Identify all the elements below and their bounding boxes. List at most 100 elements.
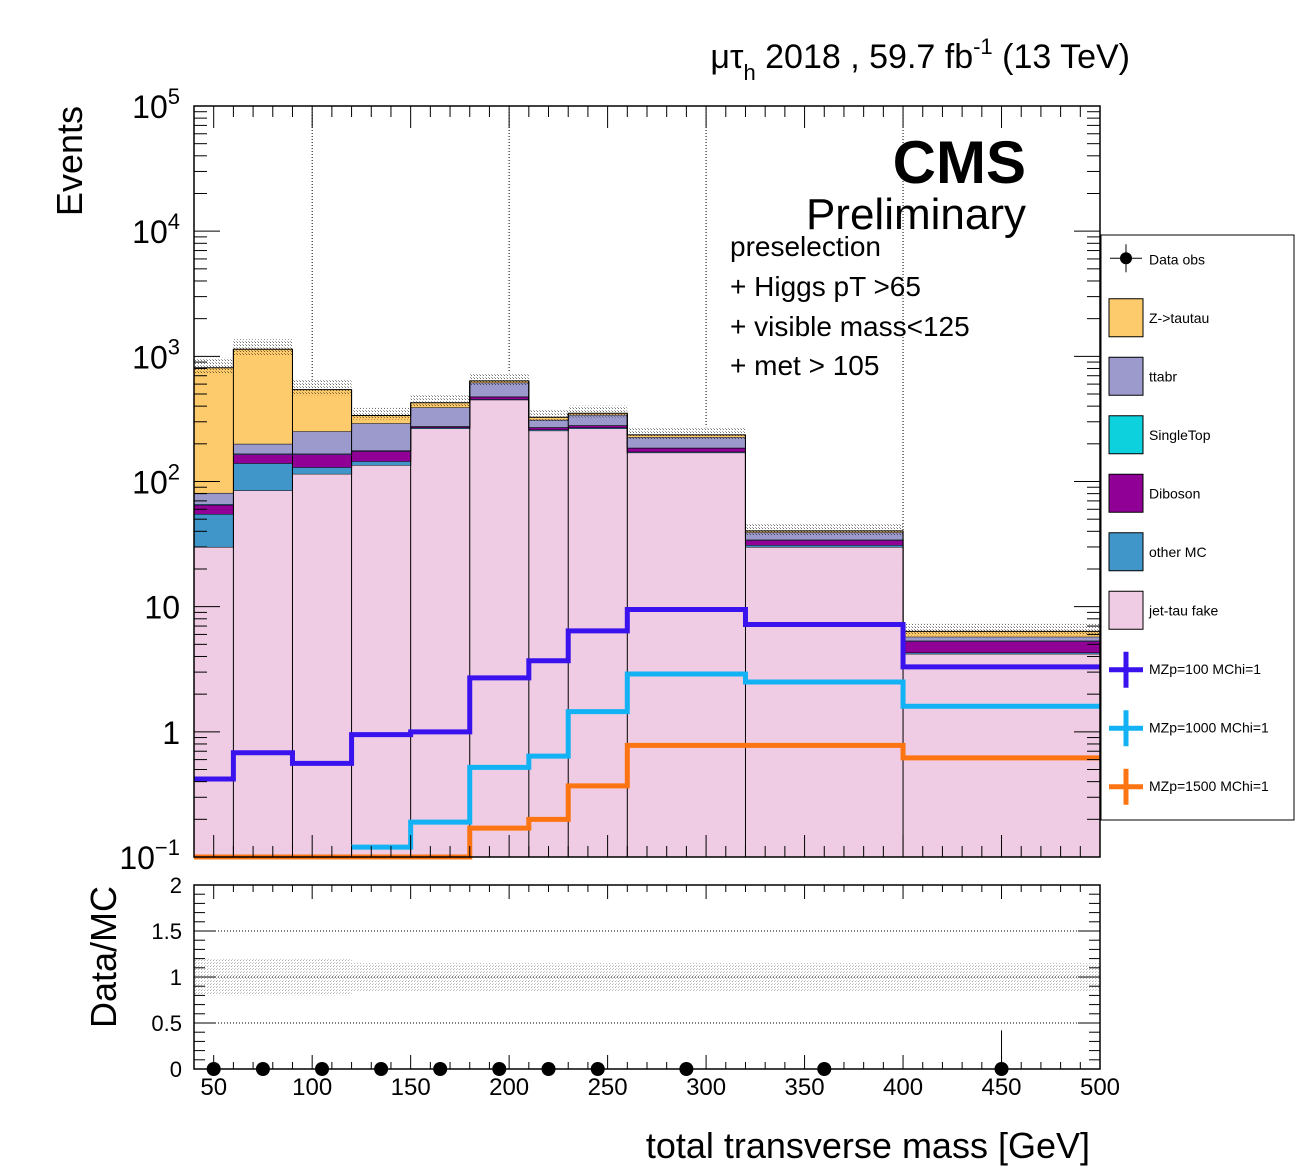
stack-bar: [903, 636, 1100, 641]
y-tick-label-exponent: 3: [168, 334, 180, 359]
mc-uncertainty-band: [410, 395, 470, 407]
y-tick-label-exponent: −1: [155, 835, 180, 860]
ratio-y-tick-label: 0.5: [151, 1011, 182, 1036]
legend-swatch: [1108, 415, 1144, 455]
legend-entry: Z->tautau: [1108, 298, 1209, 338]
y-tick-label-base: 10: [144, 590, 180, 626]
legend-swatch: [1108, 590, 1144, 630]
ratio-uncertainty-band: [351, 963, 411, 991]
mc-uncertainty-band: [194, 357, 234, 374]
stack-bar: [292, 431, 352, 454]
ratio-y-tick-label: 1: [170, 965, 182, 990]
mc-uncertainty-band: [903, 623, 1100, 636]
mc-uncertainty-band: [469, 373, 529, 386]
mc-uncertainty-band: [568, 405, 628, 418]
y-tick-label: 104: [132, 209, 180, 250]
y-tick-label-base: 10: [119, 840, 155, 876]
stack-bar: [745, 545, 904, 547]
signal-line-mzp-1000-mchi-1: [351, 671, 1100, 850]
stack-bar: [469, 396, 529, 400]
x-tick-label: 200: [489, 1074, 529, 1101]
stack-bar: [627, 448, 746, 452]
selection-line-2: + Higgs pT >65: [730, 271, 921, 302]
y-tick-label-base: 1: [162, 715, 180, 751]
legend-entry: other MC: [1108, 532, 1207, 572]
y-tick-label: 103: [132, 334, 180, 375]
stack-bar: [233, 463, 293, 491]
legend-label: ttabr: [1149, 368, 1177, 384]
stack-bar: [568, 425, 628, 428]
stack-bar: [410, 407, 470, 427]
ratio-y-tick-label: 1.5: [151, 919, 182, 944]
stack-bar: [568, 427, 628, 429]
stack-bar: [233, 454, 293, 464]
ratio-uncertainty-band: [292, 958, 352, 996]
x-tick-label: 150: [391, 1074, 431, 1101]
ratio-y-tick-label: 2: [170, 873, 182, 898]
stack-bar: [194, 367, 234, 493]
stack-bar: [745, 540, 904, 546]
stack-bar: [903, 652, 1100, 654]
y-tick-label-base: 10: [132, 339, 168, 375]
cms-label: CMS: [893, 129, 1026, 196]
legend-entry: Diboson: [1108, 473, 1200, 513]
selection-line-3: + visible mass<125: [730, 311, 970, 342]
y-tick-label: 1: [162, 715, 180, 751]
x-tick-label: 500: [1080, 1074, 1120, 1101]
stack-bar: [194, 492, 234, 505]
stack-bar: [194, 504, 234, 514]
stack-bar: [528, 419, 569, 428]
legend-label: jet-tau fake: [1148, 602, 1218, 618]
y-tick-label-exponent: 2: [168, 460, 180, 485]
legend-entry: Data obs: [1110, 244, 1205, 273]
legend-label: Z->tautau: [1149, 310, 1209, 326]
stack-bar: [410, 428, 470, 857]
mc-uncertainty-band: [528, 409, 569, 422]
legend-swatch: [1108, 356, 1144, 396]
x-tick-label: 250: [588, 1074, 628, 1101]
x-tick-label: 100: [292, 1074, 332, 1101]
legend-label: other MC: [1149, 544, 1207, 560]
mc-uncertainty-band: [292, 379, 352, 396]
stack-bar: [194, 546, 234, 857]
signal-line-mzp-100-mchi-1: [194, 606, 1100, 782]
stack-bar: [292, 467, 352, 474]
stack-bar: [903, 641, 1100, 653]
selection-line-4: + met > 105: [730, 350, 879, 381]
header-title: μτh 2018 , 59.7 fb-1 (13 TeV): [710, 34, 1130, 85]
stack-bar: [351, 423, 411, 451]
legend-entry: MZp=1500 MChi=1: [1109, 768, 1269, 805]
legend-swatch: [1108, 298, 1144, 338]
x-tick-label: 350: [785, 1074, 825, 1101]
stack-bar: [292, 454, 352, 468]
stack-bar: [233, 490, 293, 857]
stack-bar: [410, 427, 470, 429]
stack-bar: [351, 451, 411, 462]
y-tick-label: 10: [144, 590, 180, 626]
legend-entry: ttabr: [1108, 356, 1177, 396]
x-tick-label: 50: [200, 1074, 227, 1101]
stack-bar: [745, 532, 904, 540]
stack-bar: [469, 382, 529, 397]
ratio-plot-frame: [193, 884, 1101, 1070]
stack-bar: [745, 546, 904, 857]
legend-entry: MZp=1000 MChi=1: [1109, 710, 1269, 747]
ratio-uncertainty-band: [469, 963, 529, 991]
stack-bar: [568, 428, 628, 857]
stack-bar: [351, 465, 411, 857]
legend-label: SingleTop: [1149, 427, 1211, 443]
mc-uncertainty-band: [351, 407, 411, 420]
stack-bar: [528, 430, 569, 857]
ratio-uncertainty-band: [568, 963, 628, 991]
y-tick-label-exponent: 4: [168, 209, 180, 234]
ratio-uncertainty-band: [233, 958, 293, 996]
stack-bar: [233, 349, 293, 444]
legend-entry: MZp=100 MChi=1: [1109, 651, 1261, 688]
legend-label: Data obs: [1149, 251, 1205, 267]
legend-swatch: [1108, 473, 1144, 513]
legend-entry: SingleTop: [1108, 415, 1211, 455]
legend-label: MZp=100 MChi=1: [1149, 661, 1261, 677]
